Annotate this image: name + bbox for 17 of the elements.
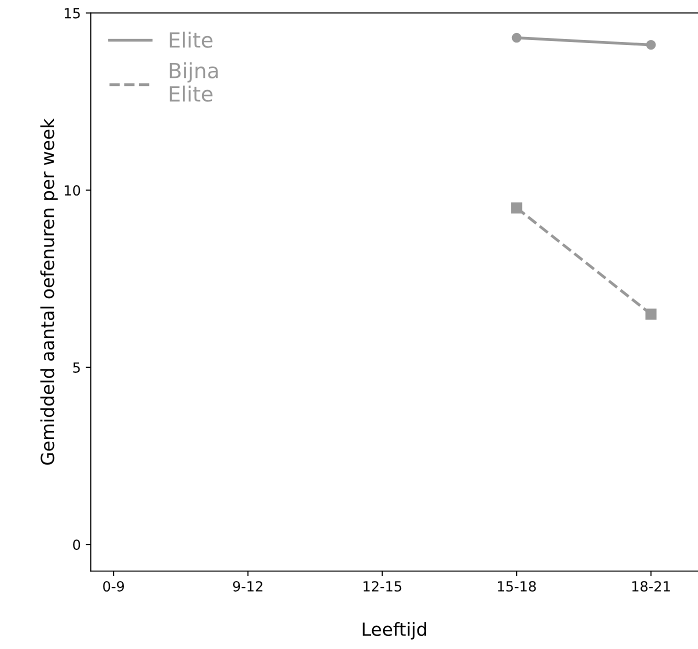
y-tick-label: 10 (64, 185, 80, 196)
legend-label: Bijna Elite (170, 62, 218, 102)
y-tick-label: 0 (73, 540, 80, 550)
x-tick-label: 0-9 (103, 581, 124, 592)
point (645, 308, 657, 320)
point (512, 32, 522, 43)
y-axis-title: Gemiddeld aantal oefenuren per week (40, 118, 58, 465)
x-tick-label: 9-12 (233, 581, 262, 592)
y-tick-label: 15 (64, 8, 80, 18)
legend-label: Elite (170, 32, 212, 48)
x-axis-title: Leeftijd (362, 622, 426, 640)
x-tick-label: 15-18 (498, 581, 536, 592)
x-tick-label: 18-21 (632, 581, 670, 592)
x-tick-label: 12-15 (364, 581, 402, 592)
point (511, 202, 522, 214)
point (646, 40, 656, 50)
y-tick-label: 5 (73, 362, 80, 373)
